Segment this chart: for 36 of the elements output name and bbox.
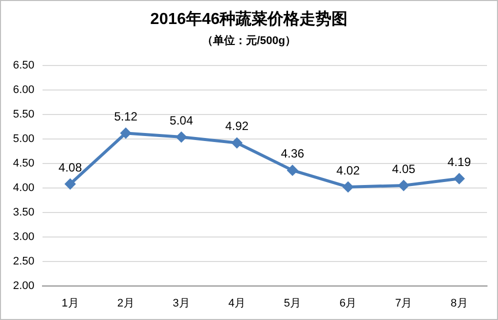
- y-tick-label: 2.50: [12, 255, 34, 268]
- y-tick-label: 3.50: [12, 206, 34, 218]
- y-tick-label: 6.50: [12, 60, 34, 72]
- y-tick-label: 3.00: [12, 230, 34, 243]
- chart-subtitle: （单位：元/500g）: [200, 34, 298, 48]
- chart-title: 2016年46种蔬菜价格走势图: [149, 9, 349, 30]
- point: [64, 178, 76, 190]
- data-label: 4.92: [225, 119, 249, 134]
- data-label: 4.19: [448, 154, 472, 169]
- x-tick-label: 6月: [340, 297, 357, 310]
- point: [398, 180, 410, 191]
- data-label: 4.02: [336, 163, 360, 178]
- data-label: 4.08: [58, 160, 82, 174]
- y-tick-label: 5.50: [12, 108, 34, 121]
- x-tick-label: 5月: [284, 297, 302, 310]
- x-tick-label: 3月: [172, 297, 190, 310]
- point: [120, 128, 132, 139]
- x-tick-label: 2月: [117, 297, 134, 310]
- point: [176, 132, 187, 143]
- y-tick-label: 4.50: [12, 158, 34, 170]
- x-tick-label: 4月: [228, 297, 246, 310]
- x-tick-label: 8月: [450, 297, 468, 310]
- data-label: 4.05: [392, 162, 416, 176]
- x-tick-label: 7月: [395, 297, 412, 310]
- point: [342, 181, 354, 192]
- y-tick-label: 2.00: [12, 280, 34, 292]
- y-tick-label: 4.00: [12, 182, 34, 194]
- data-label: 4.36: [280, 146, 304, 161]
- x-tick-label: 1月: [62, 297, 79, 310]
- data-label: 5.04: [170, 113, 194, 128]
- data-label: 5.12: [114, 109, 138, 124]
- point: [286, 164, 298, 176]
- y-tick-label: 6.00: [12, 84, 34, 96]
- point: [231, 137, 242, 148]
- y-tick-label: 5.00: [12, 133, 34, 146]
- point: [454, 173, 465, 184]
